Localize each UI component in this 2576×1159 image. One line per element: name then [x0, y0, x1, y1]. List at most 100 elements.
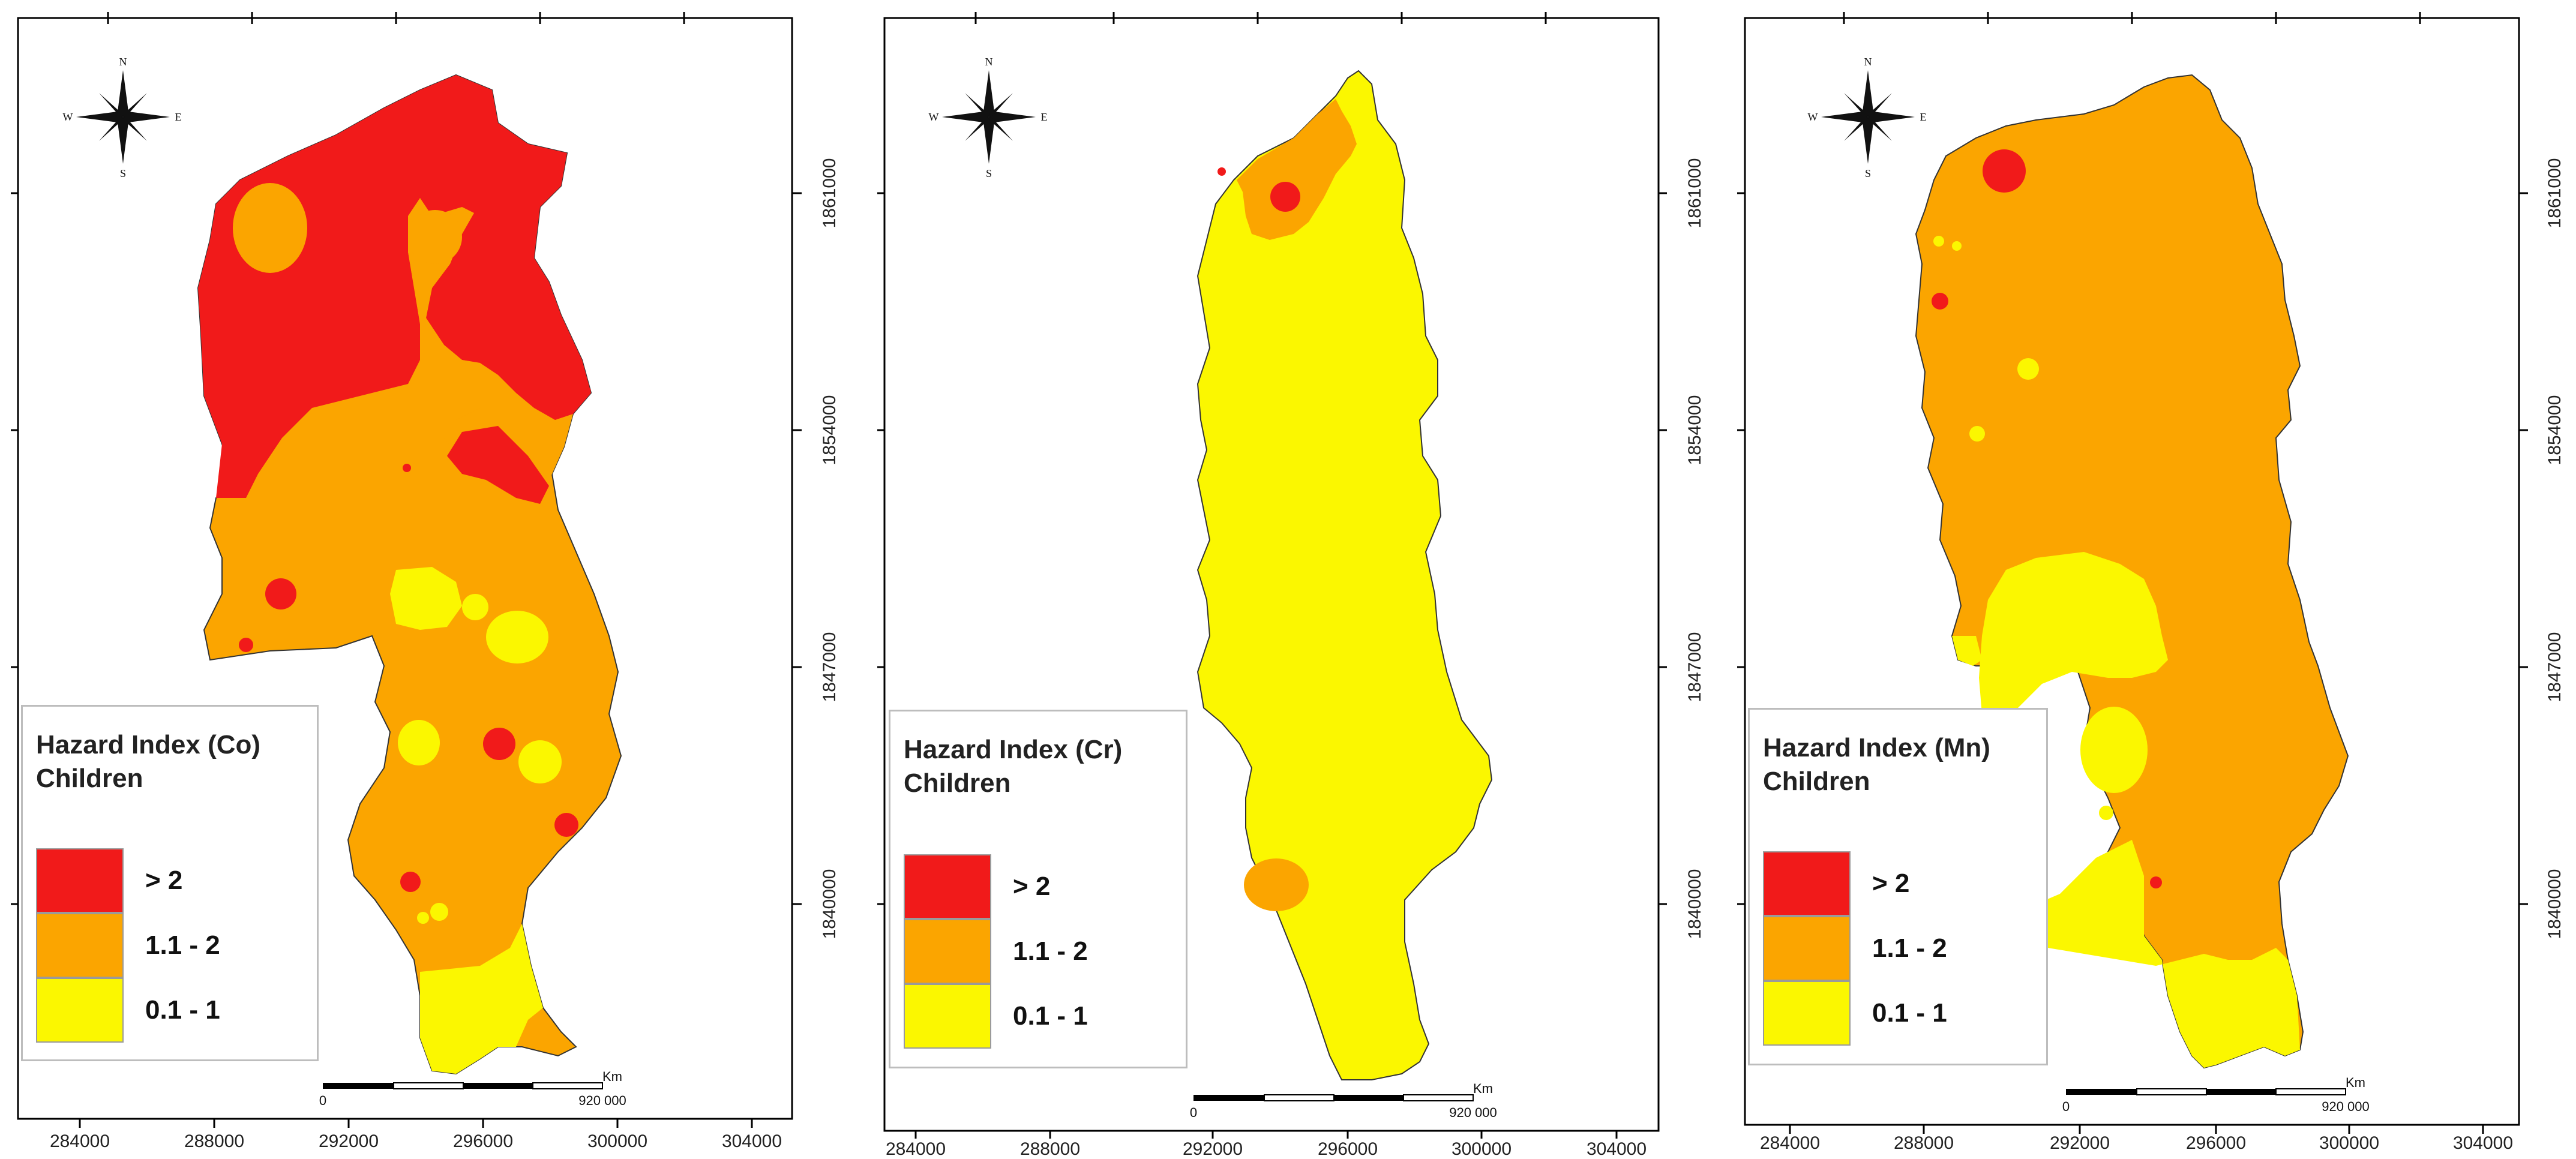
zone-low-patch: [2099, 806, 2113, 820]
compass-w: W: [1808, 111, 1818, 123]
x-ticks: 284000 288000 292000 296000 300000 30400…: [50, 1119, 782, 1151]
compass-n: N: [1864, 56, 1872, 68]
y-tick-label: 1847000: [2545, 632, 2565, 702]
x-tick-label: 300000: [2319, 1133, 2379, 1153]
zone-medium-north: [1237, 99, 1357, 240]
legend-title: Hazard Index (Mn) Children: [1763, 731, 1990, 798]
zone-high-patch: [265, 578, 296, 609]
y-tick-label: 1854000: [820, 395, 839, 466]
y-tick-label: 1854000: [2545, 395, 2565, 466]
x-tick-label: 292000: [319, 1131, 379, 1151]
legend-row-low: 0.1 - 1: [36, 978, 220, 1043]
y-tick-label: 1861000: [2545, 158, 2565, 229]
north-arrow-icon: N S E W: [1808, 56, 1927, 179]
compass-s: S: [120, 167, 126, 179]
y-ticks: 1861000 1854000 1847000 1840000: [1737, 158, 2565, 939]
zone-low-central: [1979, 552, 2168, 774]
scale-unit: Km: [1473, 1081, 1493, 1096]
compass-w: W: [63, 111, 73, 123]
zone-low-south: [420, 924, 543, 1074]
legend-label-low: 0.1 - 1: [1872, 998, 1947, 1028]
zone-medium-patch: [1244, 858, 1309, 911]
zone-high-patch: [1270, 182, 1300, 212]
y-tick-label: 1861000: [1685, 158, 1705, 229]
x-tick-label: 304000: [722, 1131, 782, 1151]
legend-swatch-high: [904, 854, 991, 919]
legend-subtitle: Children: [36, 764, 143, 793]
zone-low-patch: [1952, 636, 1982, 666]
compass-n: N: [119, 56, 127, 68]
x-tick-label: 292000: [1183, 1139, 1243, 1159]
zone-low-patch: [390, 567, 462, 630]
y-ticks: 1861000 1854000 1847000 1840000: [877, 158, 1705, 939]
legend-swatch-high: [36, 848, 124, 913]
zone-low-patch: [430, 903, 448, 921]
legend-swatch-medium: [904, 919, 991, 984]
x-ticks: 284000 288000 292000 296000 300000 30400…: [1760, 1125, 2513, 1153]
scale-unit: Km: [2346, 1075, 2365, 1090]
y-tick-label: 1840000: [1685, 869, 1705, 939]
legend-label-medium: 1.1 - 2: [1013, 936, 1088, 966]
compass-e: E: [1920, 111, 1927, 123]
map-mn: 284000 288000 292000 296000 300000 30400…: [1737, 12, 2565, 1153]
x-tick-label: 284000: [50, 1131, 110, 1151]
zone-medium-patch: [408, 210, 462, 264]
scale-bar: 0 920 000 Km: [2062, 1075, 2370, 1114]
zone-high-patch: [2150, 876, 2162, 888]
x-tick-label: 296000: [453, 1131, 513, 1151]
north-arrow-icon: N S E W: [929, 56, 1048, 179]
compass-n: N: [985, 56, 993, 68]
zone-low-patch: [398, 720, 440, 765]
top-ticks: [974, 12, 1547, 24]
compass-e: E: [1041, 111, 1048, 123]
y-tick-label: 1854000: [1685, 395, 1705, 466]
x-tick-label: 284000: [886, 1139, 946, 1159]
x-tick-label: 292000: [2050, 1133, 2110, 1153]
legend-title: Hazard Index (Co) Children: [36, 728, 260, 795]
legend-row-low: 0.1 - 1: [904, 984, 1088, 1049]
scale-start: 0: [1190, 1105, 1197, 1120]
zone-low-patch: [2080, 707, 2148, 793]
zone-high-patch: [239, 638, 253, 652]
zone-high-patch: [1217, 167, 1226, 176]
legend-swatch-low: [1763, 981, 1851, 1046]
x-ticks: 284000 288000 292000 296000 300000 30400…: [886, 1131, 1647, 1159]
legend-row-low: 0.1 - 1: [1763, 981, 1947, 1046]
legend: Hazard Index (Co) Children > 2 1.1 - 2 0…: [21, 705, 319, 1061]
legend-label-high: > 2: [1872, 869, 1910, 898]
legend-row-medium: 1.1 - 2: [36, 913, 220, 978]
legend-row-medium: 1.1 - 2: [1763, 916, 1947, 981]
scale-start: 0: [319, 1093, 326, 1108]
map-cr: 284000 288000 292000 296000 300000 30400…: [877, 12, 1705, 1159]
legend-swatch-medium: [36, 913, 124, 978]
scale-end: 920 000: [578, 1093, 626, 1108]
y-tick-label: 1847000: [820, 632, 839, 702]
y-tick-label: 1840000: [2545, 869, 2565, 939]
legend-swatch-low: [904, 984, 991, 1049]
y-tick-label: 1840000: [820, 869, 839, 939]
x-tick-label: 296000: [1318, 1139, 1378, 1159]
zone-low-patch: [518, 740, 562, 783]
zone-low-patch: [2017, 358, 2039, 380]
legend: Hazard Index (Mn) Children > 2 1.1 - 2 0…: [1748, 708, 2048, 1065]
compass-w: W: [929, 111, 939, 123]
legend-subtitle: Children: [904, 768, 1011, 798]
zone-low-patch: [486, 611, 548, 663]
zone-high-patch: [549, 354, 591, 420]
compass-e: E: [175, 111, 182, 123]
zone-low-patch: [1952, 241, 1962, 251]
y-tick-label: 1847000: [1685, 632, 1705, 702]
legend-title: Hazard Index (Cr) Children: [904, 733, 1122, 800]
top-ticks: [107, 12, 685, 24]
x-tick-label: 300000: [587, 1131, 647, 1151]
zone-high-north: [198, 75, 591, 498]
zone-low-patch: [417, 912, 429, 924]
zone-low-patch: [462, 594, 488, 620]
zone-medium-patch: [408, 213, 573, 498]
scale-bar: 0 920 000 Km: [1190, 1081, 1497, 1120]
legend-title-main: Hazard Index (Cr): [904, 735, 1123, 764]
compass-s: S: [986, 167, 992, 179]
legend-label-high: > 2: [145, 866, 183, 895]
north-arrow-icon: N S E W: [63, 56, 182, 179]
scale-bar: 0 920 000 Km: [319, 1069, 626, 1108]
